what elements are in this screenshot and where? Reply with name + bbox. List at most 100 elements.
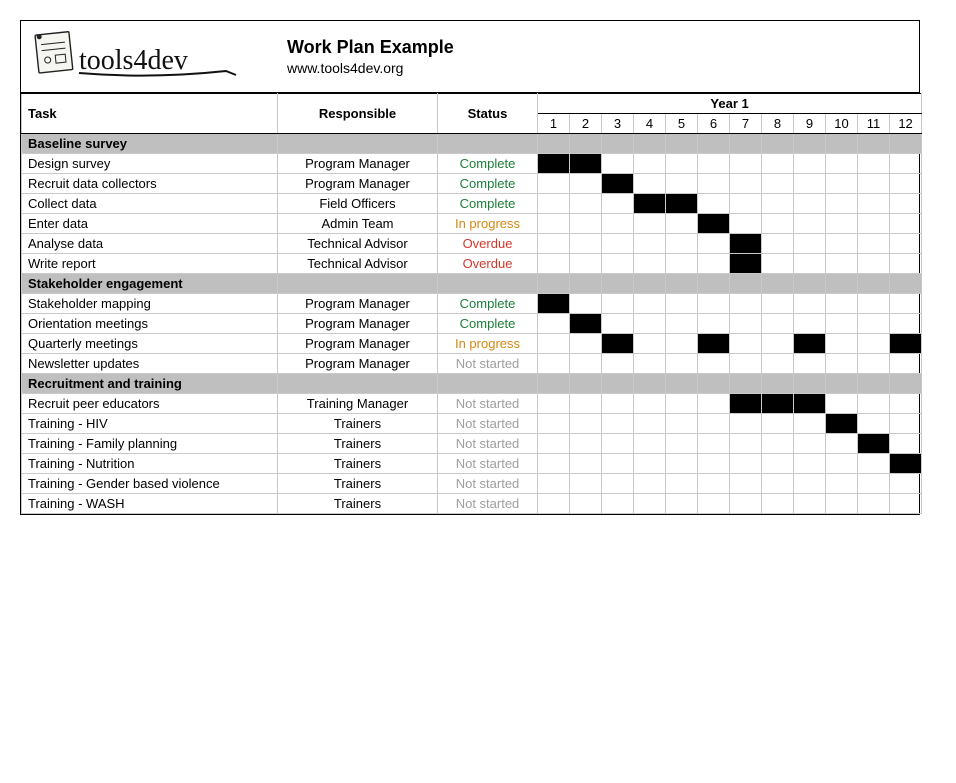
gantt-cell [890, 434, 922, 454]
gantt-cell [762, 334, 794, 354]
gantt-cell [634, 494, 666, 514]
col-status: Status [438, 94, 538, 134]
section-blank [538, 134, 570, 154]
task-responsible: Trainers [278, 434, 438, 454]
gantt-cell [570, 294, 602, 314]
gantt-cell [890, 414, 922, 434]
gantt-cell [666, 174, 698, 194]
gantt-cell [698, 294, 730, 314]
gantt-cell [794, 254, 826, 274]
gantt-cell [730, 354, 762, 374]
logo-text: tools4dev [79, 45, 188, 76]
gantt-cell [890, 234, 922, 254]
gantt-cell [826, 194, 858, 214]
task-responsible: Trainers [278, 454, 438, 474]
gantt-cell [602, 334, 634, 354]
task-name: Quarterly meetings [22, 334, 278, 354]
gantt-cell [858, 254, 890, 274]
gantt-cell [666, 214, 698, 234]
section-blank [634, 374, 666, 394]
gantt-cell [666, 354, 698, 374]
gantt-cell [762, 314, 794, 334]
gantt-cell [666, 234, 698, 254]
gantt-cell [666, 494, 698, 514]
task-name: Stakeholder mapping [22, 294, 278, 314]
gantt-cell [570, 154, 602, 174]
task-name: Newsletter updates [22, 354, 278, 374]
gantt-cell [794, 414, 826, 434]
gantt-cell [794, 454, 826, 474]
gantt-cell [570, 434, 602, 454]
gantt-cell [634, 234, 666, 254]
col-month-4: 4 [634, 114, 666, 134]
section-blank [602, 134, 634, 154]
gantt-cell [666, 254, 698, 274]
task-name: Collect data [22, 194, 278, 214]
task-status: In progress [438, 334, 538, 354]
gantt-cell [730, 154, 762, 174]
gantt-cell [890, 174, 922, 194]
gantt-cell [826, 154, 858, 174]
section-blank [538, 374, 570, 394]
section-blank [826, 374, 858, 394]
gantt-cell [538, 354, 570, 374]
gantt-cell [538, 394, 570, 414]
gantt-cell [698, 434, 730, 454]
gantt-cell [602, 314, 634, 334]
gantt-cell [730, 454, 762, 474]
gantt-cell [858, 294, 890, 314]
col-task: Task [22, 94, 278, 134]
gantt-cell [634, 354, 666, 374]
gantt-cell [538, 494, 570, 514]
gantt-cell [890, 254, 922, 274]
gantt-cell [794, 434, 826, 454]
gantt-cell [730, 254, 762, 274]
section-blank [858, 374, 890, 394]
gantt-cell [890, 474, 922, 494]
task-responsible: Program Manager [278, 314, 438, 334]
task-row: Training - Gender based violenceTrainers… [22, 474, 922, 494]
gantt-cell [826, 354, 858, 374]
section-blank [858, 274, 890, 294]
task-name: Design survey [22, 154, 278, 174]
gantt-cell [762, 154, 794, 174]
task-row: Recruit data collectorsProgram ManagerCo… [22, 174, 922, 194]
section-blank [634, 134, 666, 154]
section-blank [794, 374, 826, 394]
task-name: Training - HIV [22, 414, 278, 434]
section-blank [698, 374, 730, 394]
gantt-cell [698, 474, 730, 494]
gantt-cell [858, 394, 890, 414]
section-blank [890, 374, 922, 394]
gantt-cell [538, 454, 570, 474]
gantt-cell [826, 214, 858, 234]
gantt-cell [570, 354, 602, 374]
task-row: Training - WASHTrainersNot started [22, 494, 922, 514]
task-status: Complete [438, 294, 538, 314]
gantt-cell [538, 294, 570, 314]
section-blank [438, 374, 538, 394]
section-title: Stakeholder engagement [22, 274, 278, 294]
section-blank [826, 274, 858, 294]
section-blank [890, 134, 922, 154]
header-row: tools4dev Work Plan Example www.tools4de… [21, 21, 919, 93]
col-month-3: 3 [602, 114, 634, 134]
workplan-table: Task Responsible Status Year 1 123456789… [21, 93, 922, 514]
gantt-cell [634, 154, 666, 174]
task-responsible: Trainers [278, 474, 438, 494]
gantt-cell [570, 414, 602, 434]
gantt-cell [858, 414, 890, 434]
gantt-cell [762, 454, 794, 474]
task-name: Recruit data collectors [22, 174, 278, 194]
title-cell: Work Plan Example www.tools4dev.org [287, 37, 909, 76]
gantt-cell [890, 454, 922, 474]
gantt-cell [794, 494, 826, 514]
gantt-cell [698, 314, 730, 334]
task-row: Training - NutritionTrainersNot started [22, 454, 922, 474]
task-name: Write report [22, 254, 278, 274]
task-row: Analyse dataTechnical AdvisorOverdue [22, 234, 922, 254]
section-blank [570, 274, 602, 294]
col-month-8: 8 [762, 114, 794, 134]
gantt-cell [826, 454, 858, 474]
gantt-cell [666, 294, 698, 314]
